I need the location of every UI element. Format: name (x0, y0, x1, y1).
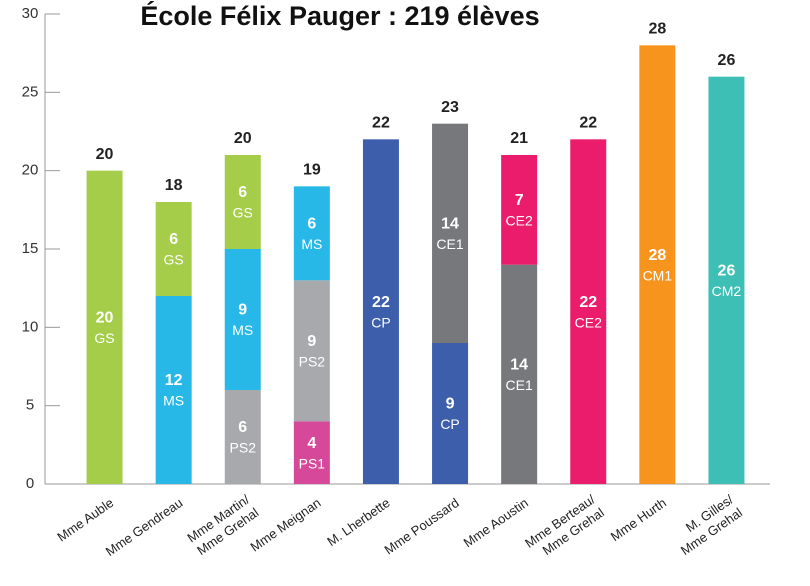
y-tick-label: 20 (22, 162, 39, 179)
bar-segment (293, 186, 330, 281)
bar-segment (708, 76, 745, 485)
bar-segment (432, 123, 469, 344)
bar-total: 21 (510, 130, 528, 147)
bar-segment (293, 280, 330, 422)
segment-value: 22 (579, 294, 597, 311)
x-tick-line: Mme Auble (54, 495, 116, 545)
segment-level: MS (301, 236, 322, 252)
x-tick-line: M. Lherbette (324, 495, 392, 549)
bar-total: 28 (648, 21, 666, 38)
segment-level: PS1 (299, 455, 326, 471)
x-tick-label: Mme Meignan (247, 495, 323, 555)
x-tick-label: Mme Martin/Mme Grehal (184, 491, 261, 558)
segment-level: GS (233, 205, 253, 221)
segment-value: 6 (238, 419, 247, 436)
x-tick-label: Mme Poussard (382, 495, 462, 557)
segment-value: 6 (169, 231, 178, 248)
x-tick-line: Mme Hurth (608, 495, 669, 544)
bar-segment (155, 202, 192, 296)
segment-level: PS2 (299, 354, 326, 370)
segment-level: MS (232, 322, 253, 338)
segment-level: CE1 (436, 236, 463, 252)
y-tick-label: 15 (22, 240, 39, 257)
segment-value: 6 (307, 216, 316, 233)
segment-level: CE1 (506, 377, 533, 393)
segment-level: CE2 (575, 314, 602, 330)
bar-segment (362, 139, 399, 485)
segment-level: CP (371, 314, 390, 330)
bar-total: 22 (372, 115, 390, 132)
segment-level: PS2 (230, 440, 257, 456)
segment-level: CM1 (643, 267, 673, 283)
segment-value: 12 (165, 372, 183, 389)
x-tick-line: Mme Meignan (247, 495, 323, 555)
segment-value: 6 (238, 184, 247, 201)
x-tick-label: Mme Auble (54, 495, 116, 545)
segment-level: CM2 (712, 283, 742, 299)
y-tick-label: 30 (22, 5, 39, 22)
segment-value: 26 (718, 263, 736, 280)
bar-segment (570, 139, 607, 485)
x-tick-label: M. Gilles/Mme Grehal (678, 491, 745, 558)
segment-value: 9 (238, 302, 247, 319)
bar-total: 22 (579, 115, 597, 132)
x-tick-line: Mme Gendreau (103, 495, 186, 559)
y-tick-label: 0 (26, 475, 34, 492)
bar-total: 20 (96, 146, 114, 163)
bar-total: 23 (441, 99, 459, 116)
bar-segment (501, 264, 538, 484)
segment-value: 22 (372, 294, 390, 311)
bar-segment (639, 45, 676, 484)
segment-value: 14 (441, 216, 459, 233)
segment-value: 20 (96, 310, 114, 327)
segment-value: 4 (307, 435, 316, 452)
bar-segment (224, 390, 261, 484)
segment-value: 9 (307, 333, 316, 350)
bar-segment (224, 249, 261, 390)
bar-total: 26 (718, 52, 736, 69)
x-tick-label: Mme Gendreau (103, 495, 186, 559)
x-tick-line: Mme Poussard (382, 495, 462, 557)
y-tick-label: 10 (22, 318, 39, 335)
bar-segment (86, 170, 123, 484)
x-tick-label: Mme Hurth (608, 495, 669, 544)
segment-value: 9 (446, 396, 455, 413)
x-tick-label: Mme Aoustin (461, 495, 531, 550)
segment-value: 7 (515, 192, 524, 209)
bar-total: 18 (165, 177, 183, 194)
bar-total: 19 (303, 162, 321, 179)
bar-segment (224, 155, 261, 249)
x-tick-line: Mme Aoustin (461, 495, 531, 550)
segment-level: CE2 (506, 213, 533, 229)
segment-level: GS (94, 330, 114, 346)
segment-value: 28 (648, 247, 666, 264)
y-tick-label: 5 (26, 397, 34, 414)
bar-segment (293, 421, 330, 484)
segment-level: GS (164, 252, 184, 268)
segment-level: MS (163, 393, 184, 409)
bar-total: 20 (234, 130, 252, 147)
segment-level: CP (440, 416, 459, 432)
bar-segment (501, 155, 538, 265)
chart-title: École Félix Pauger : 219 élèves (140, 0, 539, 31)
x-tick-label: Mme Berteau/Mme Grehal (522, 491, 607, 558)
segment-value: 14 (510, 357, 528, 374)
bar-segment (432, 343, 469, 484)
x-tick-label: M. Lherbette (324, 495, 392, 549)
y-tick-label: 25 (22, 83, 39, 100)
bar-segment (155, 296, 192, 484)
